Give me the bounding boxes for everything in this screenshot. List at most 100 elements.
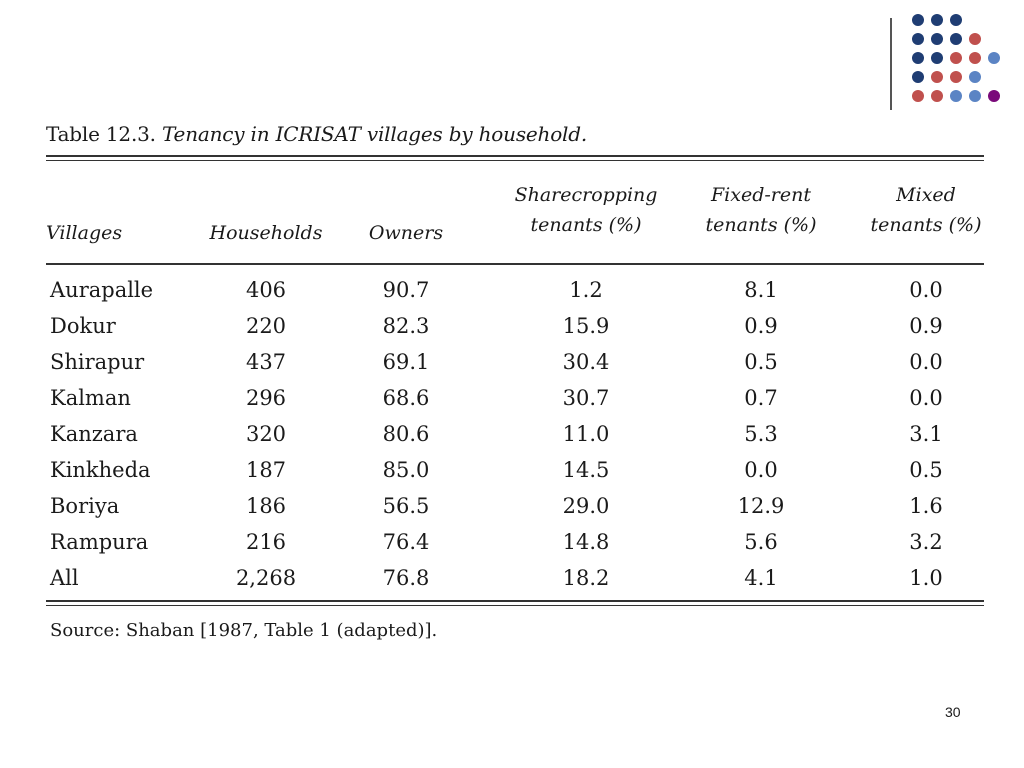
column-header-line: tenants (%) [530,214,642,236]
table-cell: 216 [245,530,287,554]
page-number: 30 [945,704,961,720]
column-header-owners: Owners [346,218,466,248]
decor-dot [969,71,981,83]
bottom-rule-1 [46,600,984,602]
table-cell: 0.7 [744,386,778,410]
column-header-line: Fixed-rent [710,184,811,206]
table-cell: 1.0 [909,566,943,590]
village-name: Shirapur [50,350,145,374]
table-cell: 220 [245,314,287,338]
table-cell: 320 [245,422,287,446]
decor-dot [969,90,981,102]
table-cell: 2,268 [235,566,297,590]
column-header-fixed_rent: Fixed-rent tenants (%) [686,180,836,240]
decorative-vertical-line [890,18,892,110]
table-cell: 85.0 [382,458,430,482]
table-cell: 0.0 [909,350,943,374]
table-cell: 14.5 [562,458,610,482]
decor-dot [931,90,943,102]
village-name: Boriya [50,494,120,518]
column-header-mixed: Mixed tenants (%) [856,180,996,240]
column-header-line: tenants (%) [870,214,982,236]
table-cell: 18.2 [562,566,610,590]
village-name: Kalman [50,386,131,410]
source-note: Source: Shaban [1987, Table 1 (adapted)]… [50,620,438,641]
table-number: Table 12.3. [46,122,156,146]
decor-dot [931,52,943,64]
table-cell: 187 [245,458,287,482]
village-name: Rampura [50,530,149,554]
table-cell: 56.5 [382,494,430,518]
decorative-dot-grid [912,14,1012,114]
decor-dot [931,71,943,83]
village-name: Dokur [50,314,116,338]
decor-dot [931,33,943,45]
table-cell: 296 [245,386,287,410]
decor-dot [950,33,962,45]
decor-dot [988,90,1000,102]
decor-dot [912,71,924,83]
decor-dot [950,14,962,26]
decor-dot [912,52,924,64]
table-cell: 68.6 [382,386,430,410]
decor-dot [969,52,981,64]
table-cell: 0.5 [909,458,943,482]
table-title: Table 12.3. Tenancy in ICRISAT villages … [46,122,587,146]
table-cell: 90.7 [382,278,430,302]
column-header-line: Villages [46,222,123,244]
village-name: Kanzara [50,422,138,446]
table-cell: 0.0 [744,458,778,482]
table-cell: 4.1 [744,566,778,590]
header-rule [46,263,984,265]
village-name: All [50,566,79,590]
table-cell: 29.0 [562,494,610,518]
bottom-rule-2 [46,605,984,606]
decor-dot [950,71,962,83]
table-cell: 0.5 [744,350,778,374]
table-caption: Tenancy in ICRISAT villages by household… [161,122,587,146]
decor-dot [912,33,924,45]
table-cell: 76.4 [382,530,430,554]
table-cell: 69.1 [382,350,430,374]
top-rule-1 [46,155,984,157]
table-cell: 3.1 [909,422,943,446]
column-header-sharecropping: Sharecropping tenants (%) [506,180,666,240]
column-header-line: Mixed [896,184,956,206]
column-header-line: tenants (%) [705,214,817,236]
decor-dot [912,14,924,26]
table-cell: 12.9 [737,494,785,518]
table-cell: 1.2 [569,278,603,302]
table-cell: 186 [245,494,287,518]
table-cell: 14.8 [562,530,610,554]
column-header-line: Owners [368,222,444,244]
table-cell: 8.1 [744,278,778,302]
table-cell: 76.8 [382,566,430,590]
table-cell: 0.9 [744,314,778,338]
decor-dot [931,14,943,26]
table-cell: 437 [245,350,287,374]
table-cell: 0.9 [909,314,943,338]
table-cell: 0.0 [909,278,943,302]
top-rule-2 [46,160,984,161]
village-name: Aurapalle [50,278,154,302]
decor-dot [950,52,962,64]
decor-dot [950,90,962,102]
table-cell: 11.0 [562,422,610,446]
table-cell: 5.3 [744,422,778,446]
column-header-line: Households [209,222,323,244]
table-cell: 1.6 [909,494,943,518]
table-cell: 30.7 [562,386,610,410]
column-header-villages: Villages [46,218,186,248]
column-header-households: Households [196,218,336,248]
table-cell: 5.6 [744,530,778,554]
decor-dot [969,33,981,45]
column-header-line: Sharecropping [514,184,658,206]
village-name: Kinkheda [50,458,151,482]
table-cell: 3.2 [909,530,943,554]
table-cell: 15.9 [562,314,610,338]
table-cell: 80.6 [382,422,430,446]
decor-dot [912,90,924,102]
table-cell: 82.3 [382,314,430,338]
table-cell: 406 [245,278,287,302]
table-cell: 30.4 [562,350,610,374]
